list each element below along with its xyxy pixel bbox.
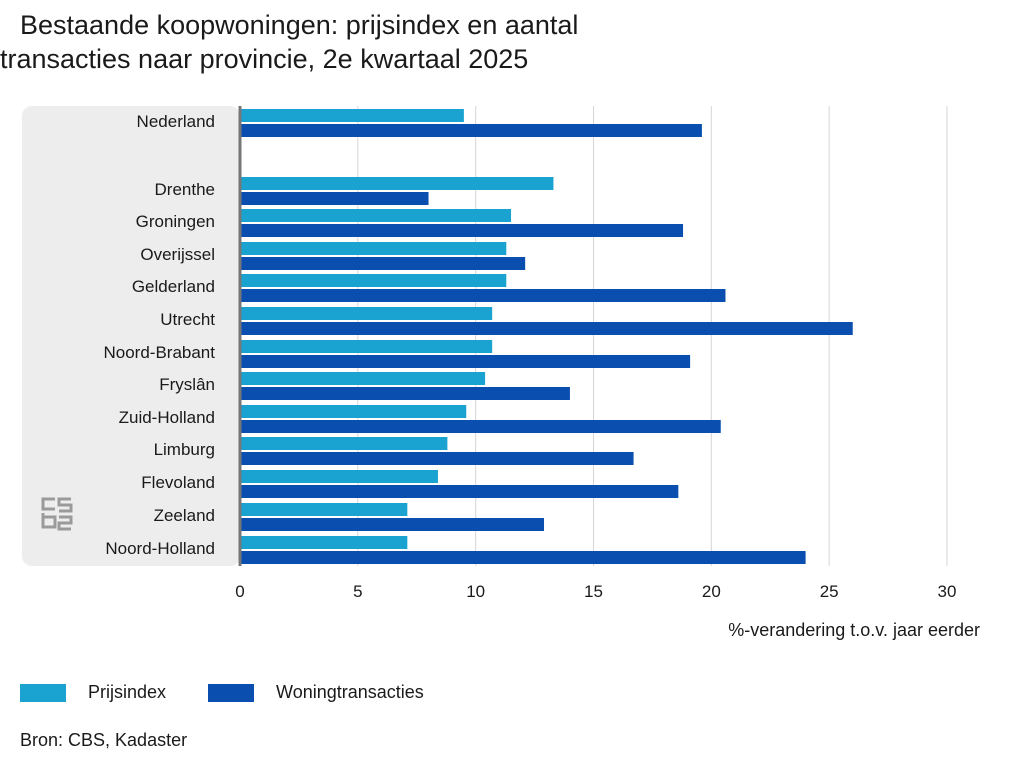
source-note: Bron: CBS, Kadaster (20, 730, 188, 750)
legend-label-prijsindex: Prijsindex (88, 682, 167, 702)
x-tick-label-10: 10 (466, 582, 485, 601)
bar-woningtransacties-groningen (240, 224, 684, 237)
legend-item-woningtransacties: Woningtransacties (208, 682, 424, 703)
bar-woningtransacties-zuid-holland (240, 420, 721, 433)
x-tick-label-0: 0 (235, 582, 244, 601)
legend-label-woningtransacties: Woningtransacties (276, 682, 424, 702)
bar-prijsindex-noord-brabant (240, 340, 493, 353)
category-label-noord-holland: Noord-Holland (105, 539, 215, 558)
bar-prijsindex-overijssel (240, 242, 507, 255)
category-label-zeeland: Zeeland (154, 506, 215, 525)
bar-prijsindex-frysl-n (240, 372, 486, 385)
bar-woningtransacties-nederland (240, 124, 702, 137)
category-label-zuid-holland: Zuid-Holland (119, 408, 215, 427)
legend-swatch-prijsindex (20, 683, 66, 702)
bar-woningtransacties-flevoland (240, 485, 679, 498)
category-label-gelderland: Gelderland (132, 277, 215, 296)
bar-prijsindex-drenthe (240, 177, 554, 190)
bar-woningtransacties-gelderland (240, 289, 726, 302)
bar-woningtransacties-overijssel (240, 257, 526, 270)
x-axis-label: %-verandering t.o.v. jaar eerder (728, 620, 980, 640)
bar-woningtransacties-zeeland (240, 518, 545, 531)
bar-prijsindex-utrecht (240, 307, 493, 320)
category-label-limburg: Limburg (154, 440, 215, 459)
x-tick-label-30: 30 (938, 582, 957, 601)
x-tick-label-25: 25 (820, 582, 839, 601)
category-label-drenthe: Drenthe (155, 180, 215, 199)
x-tick-label-20: 20 (702, 582, 721, 601)
bar-woningtransacties-limburg (240, 452, 634, 465)
bar-prijsindex-limburg (240, 437, 448, 450)
chart-title-line-2: transacties naar provincie, 2e kwartaal … (0, 44, 529, 74)
legend-item-prijsindex: Prijsindex (20, 682, 166, 703)
bar-prijsindex-groningen (240, 209, 512, 222)
category-label-flevoland: Flevoland (141, 473, 215, 492)
category-label-overijssel: Overijssel (140, 245, 215, 264)
bar-woningtransacties-frysl-n (240, 387, 570, 400)
chart-title-line-1: Bestaande koopwoningen: prijsindex en aa… (20, 10, 579, 40)
bar-woningtransacties-noord-brabant (240, 355, 691, 368)
bar-chart: Nederland Drenthe Groningen Overijssel Gelde… (22, 106, 957, 601)
bar-prijsindex-nederland (240, 109, 464, 122)
bar-woningtransacties-noord-holland (240, 551, 806, 564)
legend-swatch-woningtransacties (208, 683, 255, 702)
category-label-frysl-n: Fryslân (159, 375, 215, 394)
category-label-groningen: Groningen (136, 212, 215, 231)
label-panel (22, 106, 240, 566)
category-label-noord-brabant: Noord-Brabant (103, 343, 215, 362)
category-label-utrecht: Utrecht (160, 310, 215, 329)
category-label-nederland: Nederland (137, 112, 215, 131)
x-tick-label-15: 15 (584, 582, 603, 601)
bar-prijsindex-gelderland (240, 274, 507, 287)
x-tick-label-5: 5 (353, 582, 362, 601)
bar-prijsindex-zeeland (240, 503, 408, 516)
cbs-logo-icon (41, 497, 73, 531)
legend: Prijsindex Woningtransacties (20, 682, 466, 703)
bar-woningtransacties-utrecht (240, 322, 853, 335)
bar-prijsindex-flevoland (240, 470, 438, 483)
bar-woningtransacties-drenthe (240, 192, 429, 205)
chart-title: Bestaande koopwoningen: prijsindex en aa… (0, 8, 700, 76)
bar-prijsindex-zuid-holland (240, 405, 467, 418)
bar-prijsindex-noord-holland (240, 536, 408, 549)
